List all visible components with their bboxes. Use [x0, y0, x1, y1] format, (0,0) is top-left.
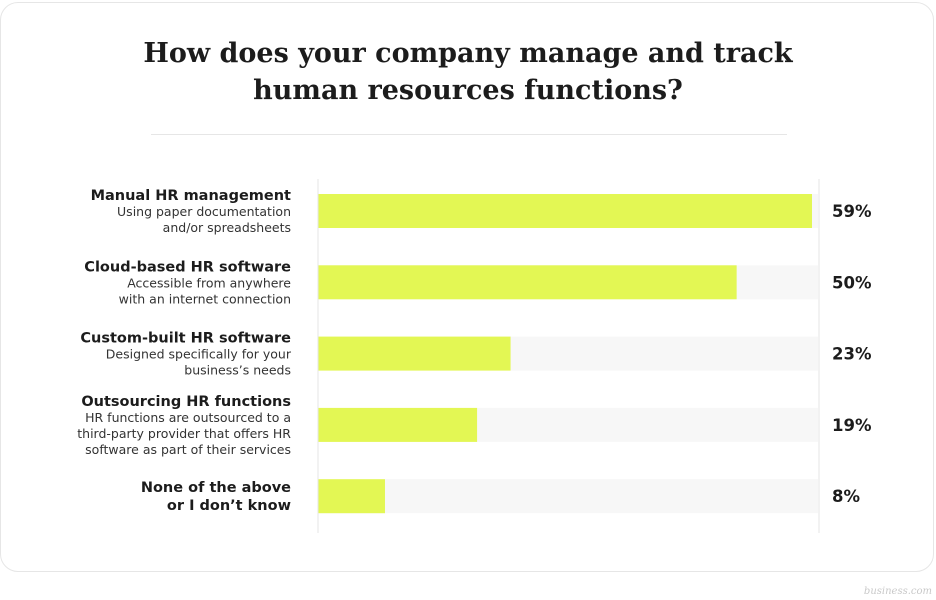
category-subtitle: Using paper documentation [117, 204, 291, 219]
category-title: Manual HR management [91, 188, 291, 204]
bar [318, 265, 737, 300]
chart-title-line-1: How does your company manage and track [143, 38, 793, 69]
category-title: Custom-built HR software [80, 331, 291, 347]
value-label: 23% [832, 345, 872, 364]
source-watermark: business.com [863, 586, 932, 597]
bar [318, 194, 812, 228]
category-title: Outsourcing HR functions [81, 394, 291, 410]
category-subtitle: HR functions are outsourced to a [85, 410, 291, 425]
category-title: None of the above [141, 480, 291, 496]
bar [318, 407, 478, 442]
chart-title: How does your company manage and track h… [1, 35, 935, 109]
category-subtitle: third-party provider that offers HR [77, 426, 291, 441]
category-subtitle: business’s needs [184, 363, 291, 378]
category-subtitle: and/or spreadsheets [163, 220, 291, 235]
value-label: 8% [832, 487, 860, 506]
category-subtitle: Designed specifically for your [106, 347, 292, 362]
title-divider [151, 134, 787, 135]
value-label: 50% [832, 273, 872, 292]
category-title: or I don’t know [167, 498, 291, 514]
category-title: Cloud-based HR software [84, 259, 291, 275]
bar [318, 336, 511, 371]
category-subtitle: with an internet connection [119, 291, 291, 306]
category-subtitle: Accessible from anywhere [127, 275, 291, 290]
bar-track [318, 479, 818, 514]
value-label: 59% [832, 202, 872, 221]
category-subtitle: software as part of their services [85, 442, 291, 457]
chart-title-line-2: human resources functions? [253, 75, 683, 106]
chart-card: How does your company manage and track h… [0, 2, 934, 572]
bar [318, 479, 385, 514]
value-label: 19% [832, 416, 872, 435]
